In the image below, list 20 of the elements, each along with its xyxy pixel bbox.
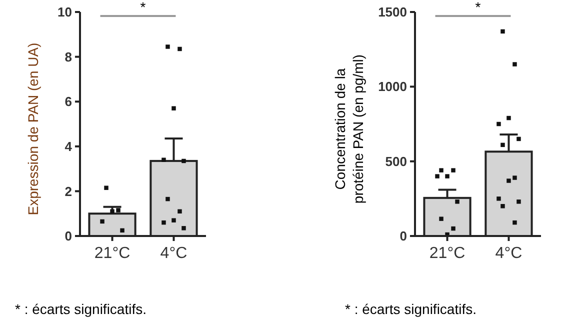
y-axis-title: Expression de PAN (en UA): [25, 42, 41, 216]
y-tick-label: 4: [64, 138, 73, 154]
annotation: *: [140, 0, 146, 15]
x-tick-label: 4°C: [495, 245, 522, 262]
y-tick-label: 500: [385, 154, 407, 169]
y-tick-label: 1500: [378, 4, 407, 20]
annotation: *: [475, 0, 482, 15]
text: * : écarts significatifs.: [345, 301, 476, 317]
y-axis-title: Concentration de la protéine PAN (en pg/ml): [332, 54, 366, 204]
x-tick-label: 4°C: [160, 245, 188, 262]
y-tick-label: 1000: [378, 79, 407, 94]
text: * : écarts significatifs.: [15, 301, 146, 317]
y-tick-label: 10: [58, 4, 72, 20]
y-tick-label: 6: [64, 94, 72, 110]
y-tick-label: 8: [64, 49, 72, 64]
y-tick-label: 0: [400, 228, 407, 244]
x-tick-label: 21°C: [429, 245, 466, 262]
y-tick-label: 2: [64, 184, 72, 199]
x-tick-label: 21°C: [94, 245, 130, 262]
y-tick-label: 0: [64, 228, 72, 244]
